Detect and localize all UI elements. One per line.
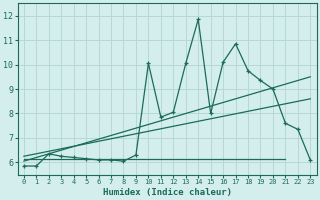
X-axis label: Humidex (Indice chaleur): Humidex (Indice chaleur) — [103, 188, 232, 197]
